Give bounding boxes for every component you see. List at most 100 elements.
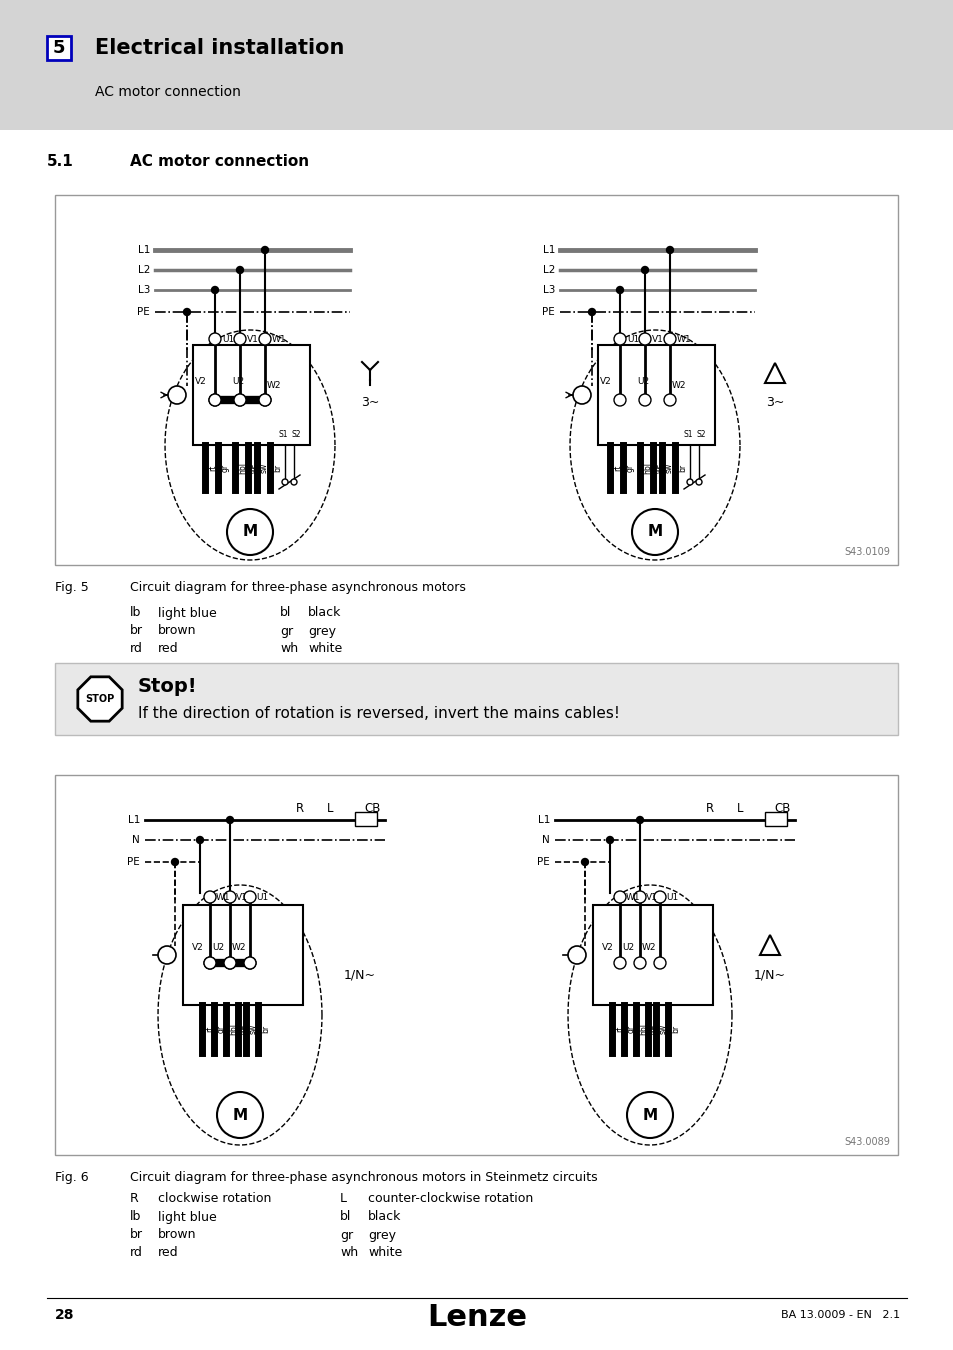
Circle shape (696, 479, 701, 485)
Text: CB: CB (774, 802, 790, 814)
Text: L2: L2 (542, 265, 555, 275)
Text: br: br (678, 463, 686, 471)
Circle shape (244, 957, 255, 969)
Text: W1: W1 (625, 892, 640, 902)
Text: M: M (233, 1107, 247, 1122)
Circle shape (226, 817, 233, 824)
Text: 1/N~: 1/N~ (753, 968, 785, 981)
Text: L3: L3 (542, 285, 555, 296)
Circle shape (233, 394, 246, 406)
Text: W1: W1 (215, 892, 231, 902)
Text: hbl: hbl (639, 1023, 647, 1035)
Text: N: N (541, 836, 550, 845)
Circle shape (172, 859, 178, 865)
Circle shape (631, 509, 678, 555)
Text: W2: W2 (671, 381, 686, 390)
Text: U2: U2 (637, 378, 648, 386)
Bar (193, 346, 310, 446)
Text: wh: wh (280, 643, 297, 656)
Text: S2: S2 (291, 431, 300, 439)
Circle shape (614, 891, 625, 903)
Text: 1/N~: 1/N~ (344, 968, 375, 981)
Text: L1: L1 (542, 244, 555, 255)
Text: grey: grey (308, 625, 335, 637)
Text: gr: gr (216, 1025, 226, 1033)
Text: hbl: hbl (229, 1023, 237, 1035)
Circle shape (233, 394, 246, 406)
Circle shape (212, 286, 218, 293)
Text: V1: V1 (247, 335, 258, 343)
Circle shape (209, 394, 221, 406)
Text: V2: V2 (601, 944, 613, 953)
Text: U2: U2 (232, 378, 244, 386)
Circle shape (168, 386, 186, 404)
Circle shape (236, 266, 243, 274)
Text: black: black (308, 606, 341, 620)
Text: sw: sw (260, 462, 269, 472)
Circle shape (224, 891, 235, 903)
Text: L: L (339, 1192, 347, 1206)
Text: light blue: light blue (158, 606, 216, 620)
Text: S1: S1 (682, 431, 692, 439)
Text: AC motor connection: AC motor connection (95, 85, 240, 99)
Circle shape (639, 333, 650, 346)
Text: S1: S1 (278, 431, 288, 439)
Text: U1: U1 (255, 892, 268, 902)
Circle shape (634, 891, 645, 903)
Text: gr: gr (221, 463, 230, 471)
Text: V1: V1 (645, 892, 658, 902)
Text: U1: U1 (665, 892, 678, 902)
Circle shape (581, 859, 588, 865)
Circle shape (216, 1092, 263, 1138)
Text: lb: lb (130, 606, 141, 620)
Text: AC motor connection: AC motor connection (130, 154, 309, 170)
Circle shape (204, 891, 215, 903)
Bar (55, 775, 897, 1156)
Bar (47, 36, 71, 59)
Text: lb: lb (130, 1211, 141, 1223)
Circle shape (209, 333, 221, 346)
Text: L1: L1 (137, 244, 150, 255)
Text: Fig. 5: Fig. 5 (55, 580, 89, 594)
Text: W2: W2 (232, 944, 246, 953)
Circle shape (588, 309, 595, 316)
Circle shape (686, 479, 692, 485)
Text: BA 13.0009 - EN   2.1: BA 13.0009 - EN 2.1 (781, 1310, 899, 1320)
Circle shape (244, 891, 255, 903)
Text: gr: gr (339, 1228, 353, 1242)
Circle shape (258, 394, 271, 406)
Circle shape (227, 509, 273, 555)
Circle shape (258, 333, 271, 346)
Text: S43.0089: S43.0089 (843, 1137, 889, 1148)
Circle shape (614, 394, 625, 406)
Text: rd: rd (130, 643, 143, 656)
Text: 3~: 3~ (360, 397, 378, 409)
Circle shape (258, 394, 271, 406)
Circle shape (616, 286, 623, 293)
Text: W2: W2 (641, 944, 656, 953)
Text: W1: W1 (272, 335, 286, 343)
Text: PE: PE (541, 306, 555, 317)
Circle shape (291, 479, 296, 485)
Text: white: white (308, 643, 342, 656)
Text: bl: bl (339, 1211, 351, 1223)
Circle shape (666, 247, 673, 254)
Text: STOP: STOP (85, 694, 114, 703)
Text: V1: V1 (235, 892, 248, 902)
Text: W1: W1 (677, 335, 691, 343)
Circle shape (158, 946, 175, 964)
Text: Circuit diagram for three-phase asynchronous motors in Steinmetz circuits: Circuit diagram for three-phase asynchro… (130, 1170, 597, 1184)
Text: L3: L3 (137, 285, 150, 296)
Text: clockwise rotation: clockwise rotation (158, 1192, 271, 1206)
Bar (55, 663, 897, 734)
Polygon shape (78, 676, 122, 721)
Text: L1: L1 (128, 815, 140, 825)
Text: 5: 5 (52, 39, 65, 57)
Text: R: R (295, 802, 304, 814)
Circle shape (209, 394, 221, 406)
Text: gr: gr (626, 1025, 636, 1033)
Circle shape (183, 309, 191, 316)
Text: rt: rt (615, 1026, 623, 1033)
Text: M: M (242, 525, 257, 540)
Text: Circuit diagram for three-phase asynchronous motors: Circuit diagram for three-phase asynchro… (130, 580, 465, 594)
